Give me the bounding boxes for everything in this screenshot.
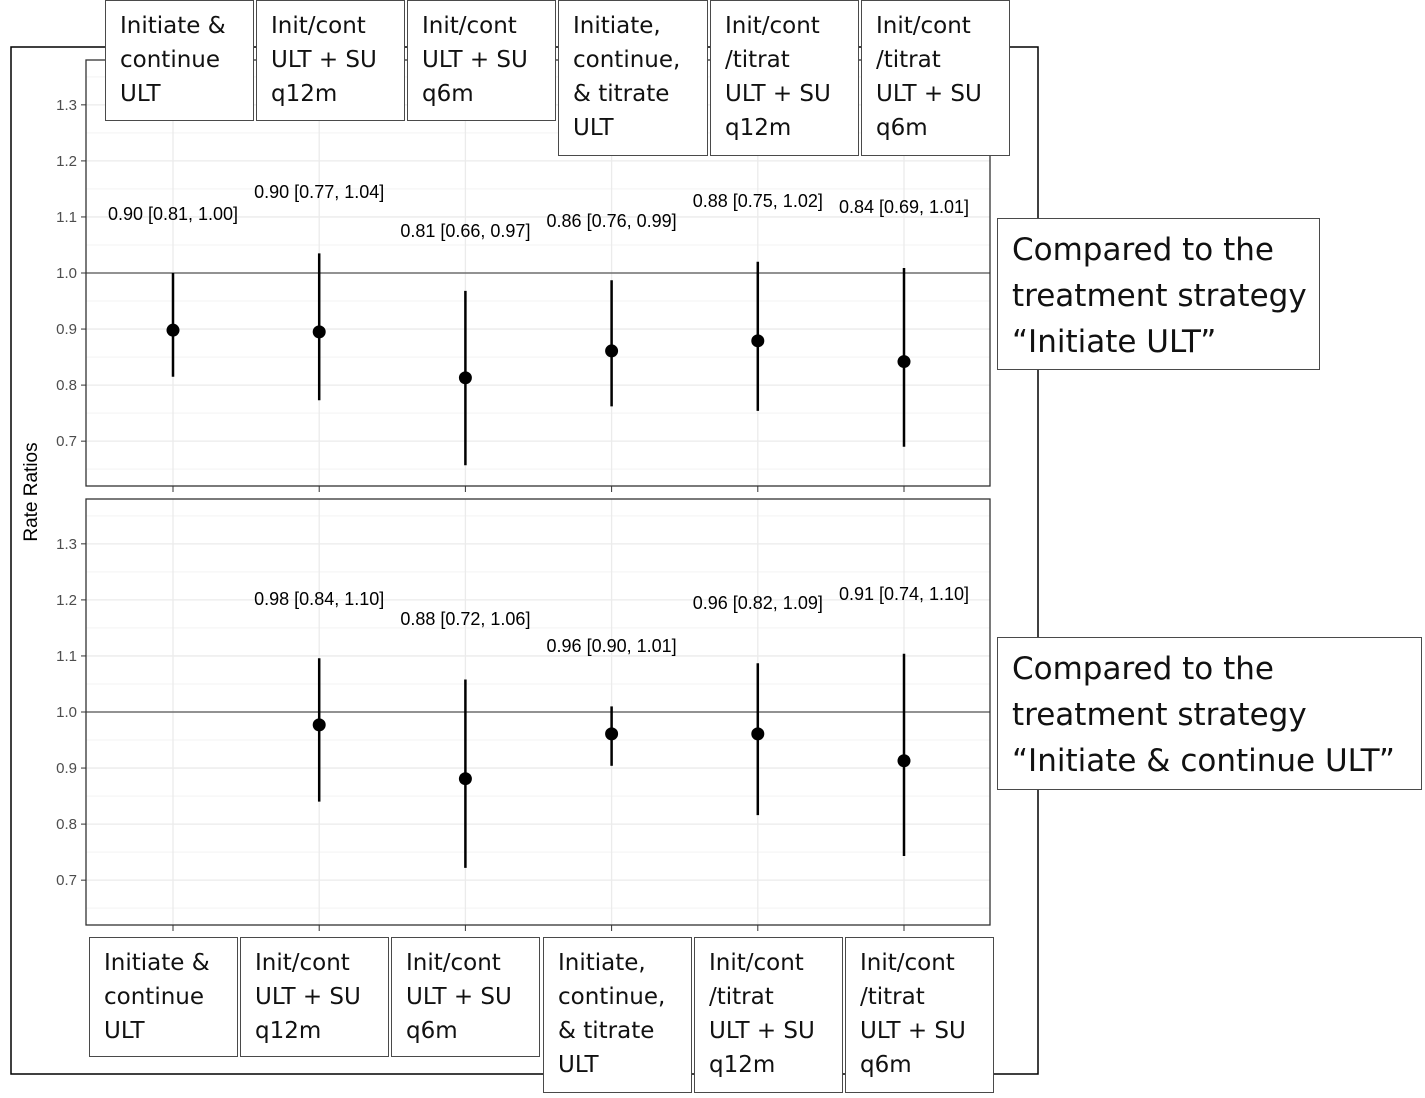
estimate-label: 0.96 [0.90, 1.01] xyxy=(547,636,677,656)
point-estimate xyxy=(312,718,326,732)
panel-border xyxy=(85,498,991,926)
top-category-label-3: Init/cont ULT + SU q6m xyxy=(407,0,556,121)
y-tick-label: 0.8 xyxy=(56,377,77,394)
estimate-label: 0.91 [0.74, 1.10] xyxy=(839,584,969,604)
point-estimate xyxy=(751,334,765,348)
y-tick-label: 0.7 xyxy=(56,433,77,450)
estimate-label: 0.98 [0.84, 1.10] xyxy=(254,589,384,609)
point-estimate xyxy=(605,344,619,358)
y-tick-label: 1.2 xyxy=(56,592,77,609)
comparison-label-initiate-ult: Compared to the treatment strategy “Init… xyxy=(997,218,1320,370)
estimate-label: 0.90 [0.77, 1.04] xyxy=(254,182,384,202)
y-tick-label: 1.3 xyxy=(56,97,77,114)
bottom-category-label-1: Initiate & continue ULT xyxy=(89,937,238,1057)
y-tick-label: 0.8 xyxy=(56,816,77,833)
point-estimate xyxy=(458,772,472,786)
estimate-label: 0.84 [0.69, 1.01] xyxy=(839,197,969,217)
top-category-label-1: Initiate & continue ULT xyxy=(105,0,254,121)
y-tick-label: 0.9 xyxy=(56,321,77,338)
estimate-label: 0.90 [0.81, 1.00] xyxy=(108,204,238,224)
panels: 0.7 0.8 0.9 1.0 1.1 1.2 1.3 0.90 [0.81, 1.00] 0.… xyxy=(56,59,991,931)
bottom-category-label-4: Initiate, continue, & titrate ULT xyxy=(543,937,692,1093)
point-estimate xyxy=(458,371,472,385)
y-tick-label: 0.9 xyxy=(56,760,77,777)
panel-2: 0.7 0.8 0.9 1.0 1.1 1.2 1.3 0.98 [0.84, 1.10] 0.… xyxy=(56,498,991,931)
y-tick-label: 1.1 xyxy=(56,648,77,665)
estimate-label: 0.88 [0.75, 1.02] xyxy=(693,191,823,211)
point-estimate xyxy=(166,323,180,337)
bottom-category-label-2: Init/cont ULT + SU q12m xyxy=(240,937,389,1057)
point-estimate xyxy=(312,325,326,339)
comparison-label-initiate-continue-ult: Compared to the treatment strategy “Init… xyxy=(997,637,1422,790)
estimate-label: 0.88 [0.72, 1.06] xyxy=(400,609,530,629)
estimate-label: 0.81 [0.66, 0.97] xyxy=(400,221,530,241)
estimate-label: 0.96 [0.82, 1.09] xyxy=(693,593,823,613)
estimate-label: 0.86 [0.76, 0.99] xyxy=(547,211,677,231)
y-tick-label: 1.0 xyxy=(56,704,77,721)
point-estimate xyxy=(605,727,619,741)
top-category-label-5: Init/cont /titrat ULT + SU q12m xyxy=(710,0,859,156)
point-estimate xyxy=(751,727,765,741)
top-category-label-4: Initiate, continue, & titrate ULT xyxy=(558,0,708,156)
y-tick-label: 1.3 xyxy=(56,536,77,553)
y-tick-label: 1.1 xyxy=(56,209,77,226)
point-estimate xyxy=(897,754,911,768)
y-tick-label: 0.7 xyxy=(56,872,77,889)
point-estimate xyxy=(897,355,911,369)
bottom-category-label-3: Init/cont ULT + SU q6m xyxy=(391,937,540,1057)
y-tick-label: 1.2 xyxy=(56,153,77,170)
bottom-category-label-5: Init/cont /titrat ULT + SU q12m xyxy=(694,937,843,1093)
top-category-label-6: Init/cont /titrat ULT + SU q6m xyxy=(861,0,1010,156)
top-category-label-2: Init/cont ULT + SU q12m xyxy=(256,0,405,121)
y-tick-label: 1.0 xyxy=(56,265,77,282)
y-axis-label: Rate Ratios xyxy=(21,442,42,541)
bottom-category-label-6: Init/cont /titrat ULT + SU q6m xyxy=(845,937,994,1093)
